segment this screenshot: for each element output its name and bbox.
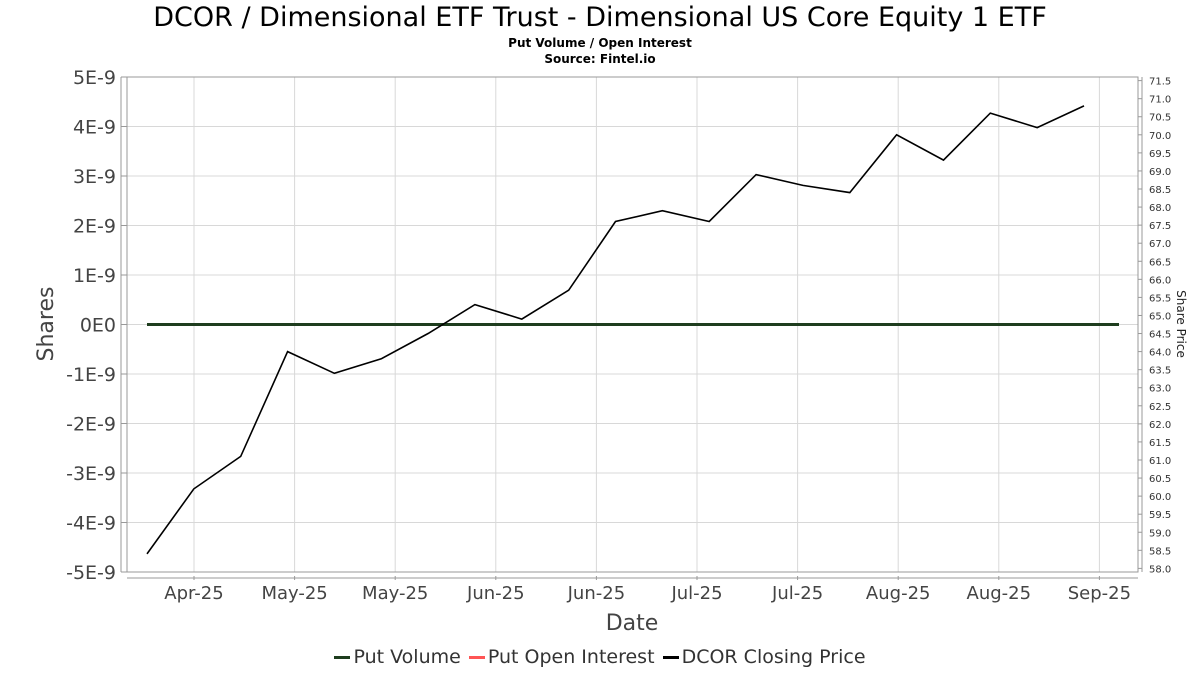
y2-tick-label: 62.5 [1149, 402, 1171, 413]
y2-tick-label: 68.0 [1149, 203, 1171, 214]
y2-tick-label: 68.5 [1149, 185, 1171, 196]
y2-tick-label: 69.0 [1149, 167, 1171, 178]
legend-item-put-open-interest: Put Open Interest [468, 646, 655, 668]
y2-tick-label: 58.0 [1149, 564, 1171, 575]
series-line-closing-price [146, 105, 1085, 555]
x-tick-label: Aug-25 [866, 583, 931, 604]
y2-tick-label: 63.0 [1149, 384, 1171, 395]
y2-tick-label: 61.5 [1149, 438, 1171, 449]
y-axis-label: Shares [34, 287, 59, 362]
y-tick-label: -4E-9 [66, 513, 116, 535]
y-tick-label: -2E-9 [66, 414, 116, 436]
x-axis-label: Date [606, 611, 659, 636]
legend-label-closing-price: DCOR Closing Price [681, 646, 866, 668]
y2-tick-label: 65.0 [1149, 311, 1171, 322]
legend-swatch-put-open-interest [468, 656, 485, 659]
x-tick-label: Jul-25 [670, 583, 722, 604]
y-tick-label: -3E-9 [66, 463, 116, 485]
y-tick-label: 0E0 [80, 315, 116, 337]
x-tick-label: Jul-25 [771, 583, 823, 604]
x-tick-label: Jun-25 [567, 583, 626, 604]
legend: Put Volume Put Open Interest DCOR Closin… [0, 646, 1200, 668]
y2-tick-label: 71.0 [1149, 95, 1171, 106]
y2-tick-label: 70.0 [1149, 131, 1171, 142]
y2-tick-label: 59.5 [1149, 510, 1171, 521]
y2-tick-label: 66.0 [1149, 275, 1171, 286]
y2-tick-label: 67.5 [1149, 221, 1171, 232]
x-tick-label: Jun-25 [466, 583, 525, 604]
y2-tick-label: 60.0 [1149, 492, 1171, 503]
chart-source: Source: Fintel.io [544, 52, 656, 66]
y-tick-label: 3E-9 [73, 166, 116, 188]
y2-tick-label: 71.5 [1149, 77, 1171, 88]
y-tick-label: 2E-9 [73, 216, 116, 238]
x-tick-label: May-25 [261, 583, 327, 604]
y2-tick-label: 70.5 [1149, 113, 1171, 124]
legend-item-closing-price: DCOR Closing Price [662, 646, 866, 668]
legend-swatch-closing-price [662, 656, 679, 659]
y2-tick-label: 60.5 [1149, 474, 1171, 485]
y2-tick-label: 59.0 [1149, 528, 1171, 539]
y-tick-label: 4E-9 [73, 117, 116, 139]
chart-subtitle: Put Volume / Open Interest [508, 36, 692, 50]
x-tick-label: Aug-25 [967, 583, 1032, 604]
y-tick-label: -5E-9 [66, 562, 116, 584]
y2-tick-label: 65.5 [1149, 293, 1171, 304]
y2-axis-label: Share Price [1174, 290, 1188, 358]
y2-tick-label: 61.0 [1149, 456, 1171, 467]
y2-tick-label: 63.5 [1149, 366, 1171, 377]
chart-title: DCOR / Dimensional ETF Trust - Dimension… [153, 2, 1047, 33]
y-tick-label: 5E-9 [73, 67, 116, 89]
y2-tick-label: 67.0 [1149, 239, 1171, 250]
x-tick-label: Apr-25 [164, 583, 223, 604]
legend-item-put-volume: Put Volume [334, 646, 461, 668]
y2-tick-label: 64.0 [1149, 348, 1171, 359]
y2-tick-label: 69.5 [1149, 149, 1171, 160]
y2-tick-label: 64.5 [1149, 330, 1171, 341]
y-tick-label: 1E-9 [73, 265, 116, 287]
y2-tick-label: 62.0 [1149, 420, 1171, 431]
y-tick-label: -1E-9 [66, 364, 116, 386]
plot-frame [126, 76, 1139, 573]
legend-label-put-volume: Put Volume [353, 646, 461, 668]
x-tick-label: May-25 [362, 583, 428, 604]
y2-tick-label: 66.5 [1149, 257, 1171, 268]
legend-swatch-put-volume [334, 656, 351, 659]
legend-label-put-open-interest: Put Open Interest [487, 646, 655, 668]
y2-tick-label: 58.5 [1149, 546, 1171, 557]
x-tick-label: Sep-25 [1068, 583, 1131, 604]
